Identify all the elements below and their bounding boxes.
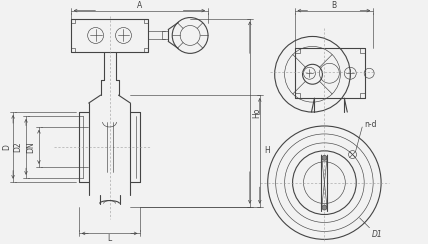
- Text: L: L: [107, 234, 112, 243]
- Bar: [162, 31, 168, 40]
- Text: DN: DN: [27, 141, 36, 153]
- Bar: [71, 48, 75, 52]
- Bar: [294, 93, 300, 98]
- Circle shape: [322, 155, 327, 160]
- Text: H: H: [264, 146, 270, 155]
- Bar: [360, 93, 365, 98]
- Bar: [294, 48, 365, 98]
- Bar: [294, 48, 300, 53]
- Text: D: D: [3, 144, 12, 150]
- Text: Ho: Ho: [252, 107, 261, 118]
- Text: A: A: [137, 1, 142, 10]
- Bar: [144, 19, 149, 22]
- Text: B: B: [331, 1, 336, 10]
- Bar: [360, 48, 365, 53]
- Bar: [144, 48, 149, 52]
- Circle shape: [322, 205, 327, 210]
- Bar: [71, 19, 149, 52]
- Bar: [71, 19, 75, 22]
- Text: n-d: n-d: [364, 121, 377, 130]
- Text: D1: D1: [372, 230, 382, 239]
- Text: D2: D2: [14, 142, 23, 152]
